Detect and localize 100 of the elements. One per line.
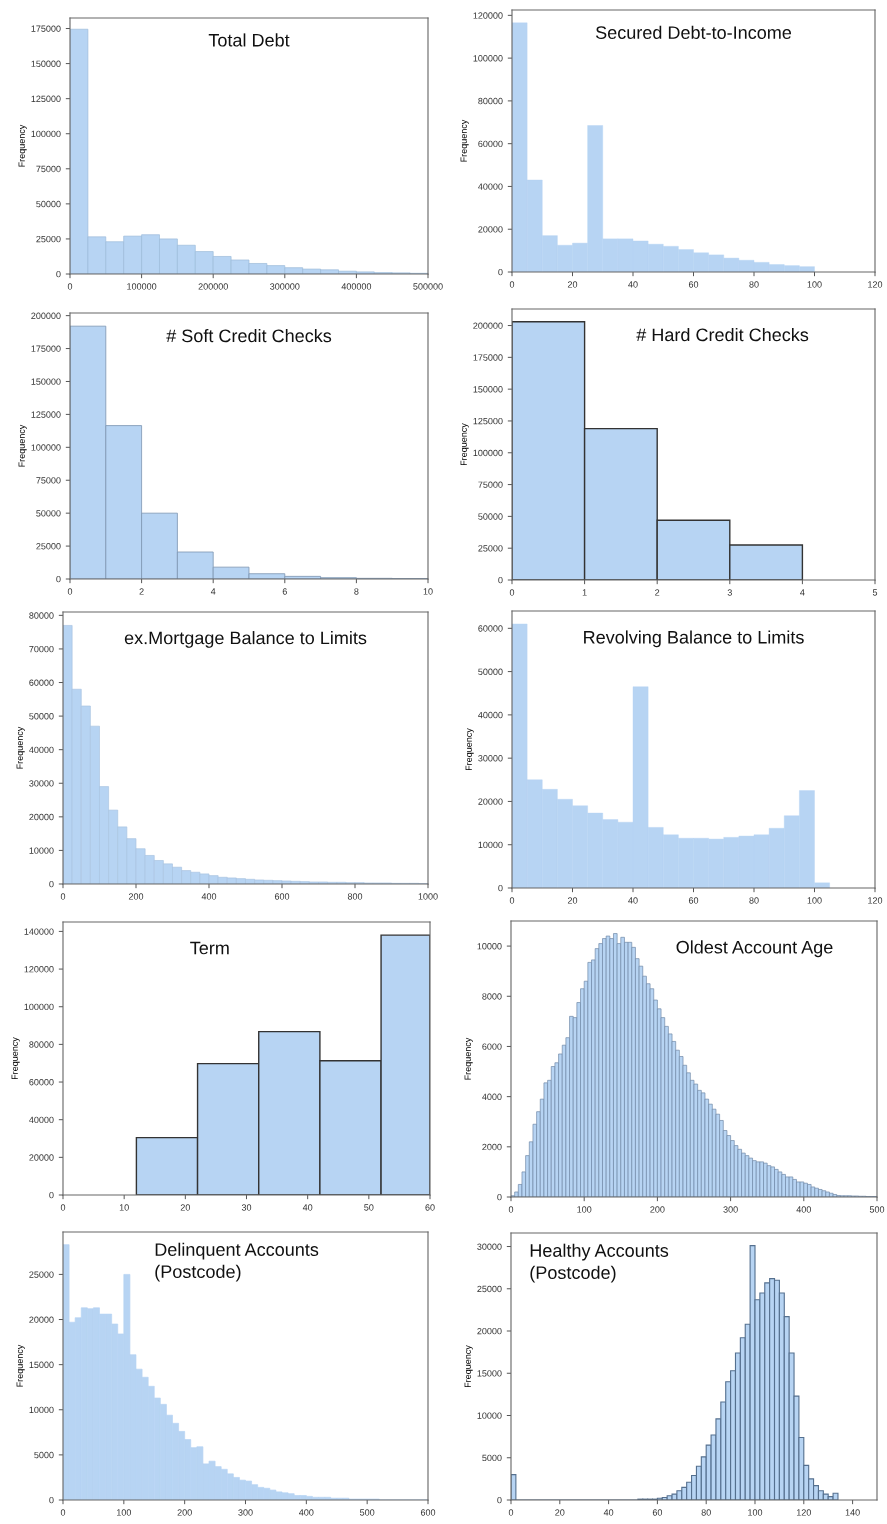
y-tick-label: 50000 — [478, 513, 503, 520]
x-tick-label: 500 — [869, 1206, 885, 1213]
y-tick-label: 40000 — [478, 183, 503, 190]
y-tick-label: 2000 — [482, 1143, 502, 1151]
y-axis-title: Frequency — [18, 124, 27, 167]
y-tick-label: 75000 — [36, 477, 61, 484]
y-axis-title: Frequency — [11, 1037, 20, 1080]
y-tick-label: 10000 — [477, 1412, 502, 1419]
y-tick-label: 20000 — [29, 1154, 54, 1161]
x-tick-label: 100 — [807, 897, 822, 904]
x-tick-label: 20 — [180, 1204, 190, 1211]
x-tick-label: 50 — [364, 1204, 374, 1211]
y-tick-label: 25000 — [36, 543, 61, 550]
y-tick-label: 20000 — [478, 798, 503, 805]
y-tick-label: 70000 — [29, 645, 54, 653]
x-tick-label: 200 — [177, 1509, 192, 1516]
x-tick-label: 6 — [282, 588, 287, 595]
x-tick-label: 60 — [688, 897, 699, 904]
text: Delinquent Accounts (Postcode) — [155, 1242, 319, 1282]
y-tick-label: 125000 — [31, 411, 61, 418]
x-tick-label: 400 — [299, 1509, 314, 1516]
y-tick-label: 20000 — [477, 1327, 502, 1335]
text: Healthy Accounts (Postcode) — [530, 1243, 669, 1283]
y-axis-title: Frequency — [16, 1344, 25, 1387]
y-tick-label: 40000 — [29, 746, 54, 754]
x-tick-label: 0 — [509, 589, 515, 596]
y-tick-label: 100000 — [24, 1003, 54, 1011]
y-tick-label: 50000 — [29, 713, 54, 720]
x-tick-label: 40 — [603, 1509, 614, 1516]
y-tick-label: 30000 — [29, 780, 54, 787]
y-tick-label: 0 — [56, 575, 61, 583]
y-tick-label: 100000 — [473, 55, 503, 62]
text: Total Debt — [208, 33, 290, 47]
x-tick-label: 300000 — [270, 283, 300, 290]
x-tick-label: 600 — [274, 893, 290, 900]
x-tick-label: 120 — [796, 1509, 811, 1516]
y-tick-label: 25000 — [29, 1271, 54, 1278]
x-tick-label: 60 — [688, 281, 699, 288]
x-tick-label: 1000 — [418, 893, 438, 900]
x-tick-label: 100 — [807, 281, 822, 288]
x-tick-label: 0 — [508, 1509, 514, 1516]
y-tick-label: 4000 — [482, 1093, 502, 1100]
y-tick-label: 60000 — [29, 679, 54, 686]
x-tick-label: 200 — [128, 893, 144, 900]
text: ex.Mortgage Balance to Limits — [124, 631, 367, 648]
x-tick-label: 1 — [582, 589, 587, 596]
y-tick-label: 175000 — [31, 25, 61, 32]
y-tick-label: 80000 — [478, 97, 503, 105]
y-tick-label: 175000 — [473, 354, 503, 361]
x-tick-label: 500 — [360, 1509, 375, 1516]
x-tick-label: 2 — [139, 588, 144, 595]
y-tick-label: 200000 — [31, 312, 61, 319]
y-tick-label: 10000 — [478, 841, 503, 849]
y-tick-label: 8000 — [482, 993, 502, 1000]
y-tick-label: 40000 — [29, 1116, 54, 1124]
x-tick-label: 3 — [727, 589, 732, 596]
x-tick-label: 60 — [425, 1204, 435, 1211]
x-tick-label: 10 — [423, 588, 433, 595]
x-tick-label: 600 — [420, 1509, 436, 1516]
y-tick-label: 6000 — [482, 1043, 502, 1050]
x-tick-label: 80 — [701, 1509, 711, 1516]
y-tick-label: 0 — [497, 1193, 502, 1201]
y-tick-label: 150000 — [31, 378, 61, 385]
y-tick-label: 60000 — [478, 140, 503, 148]
x-tick-label: 20 — [567, 281, 578, 288]
x-tick-label: 400000 — [341, 283, 372, 290]
y-tick-label: 100000 — [31, 444, 61, 451]
y-tick-label: 0 — [49, 1496, 54, 1504]
x-tick-label: 0 — [509, 281, 515, 288]
x-tick-label: 40 — [628, 281, 638, 288]
y-tick-label: 80000 — [29, 1041, 54, 1048]
x-tick-label: 4 — [210, 588, 216, 595]
x-tick-label: 20 — [567, 897, 578, 904]
y-tick-label: 75000 — [478, 481, 503, 488]
y-tick-label: 80000 — [29, 612, 54, 619]
x-tick-label: 120 — [868, 897, 883, 904]
y-tick-label: 5000 — [34, 1451, 54, 1459]
x-tick-label: 300 — [723, 1206, 738, 1213]
x-tick-label: 300 — [238, 1509, 253, 1516]
y-tick-label: 25000 — [478, 545, 503, 552]
y-tick-label: 25000 — [36, 235, 61, 243]
y-tick-label: 125000 — [31, 95, 61, 103]
x-tick-label: 400 — [201, 893, 217, 900]
x-tick-label: 140 — [845, 1509, 860, 1516]
x-tick-label: 80 — [749, 897, 759, 904]
x-tick-label: 400 — [796, 1206, 811, 1213]
y-tick-label: 0 — [497, 1496, 502, 1504]
x-tick-label: 4 — [800, 589, 805, 596]
y-tick-label: 0 — [49, 880, 54, 888]
x-tick-label: 20 — [555, 1509, 565, 1516]
x-tick-label: 100 — [116, 1509, 132, 1516]
y-tick-label: 20000 — [29, 813, 54, 821]
y-tick-label: 0 — [498, 576, 503, 584]
y-tick-label: 0 — [56, 270, 61, 278]
x-tick-label: 200000 — [198, 283, 228, 290]
y-tick-label: 100000 — [31, 130, 61, 138]
x-tick-label: 40 — [628, 897, 638, 904]
x-tick-label: 40 — [302, 1204, 313, 1211]
text: Oldest Account Age — [676, 940, 833, 958]
y-tick-label: 40000 — [478, 711, 503, 719]
